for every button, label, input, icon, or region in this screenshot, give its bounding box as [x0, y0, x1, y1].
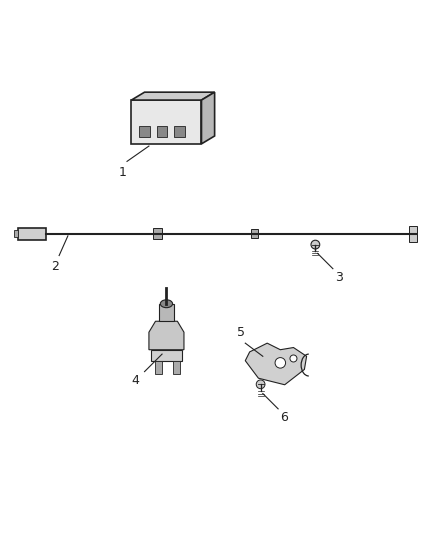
- Bar: [174, 126, 185, 138]
- Text: 3: 3: [335, 271, 343, 284]
- Bar: [151, 350, 182, 361]
- Polygon shape: [131, 100, 201, 144]
- Bar: [155, 361, 162, 374]
- Text: 2: 2: [51, 260, 59, 273]
- Bar: [18, 228, 46, 240]
- Circle shape: [311, 240, 320, 249]
- Bar: [159, 304, 174, 321]
- Polygon shape: [201, 92, 215, 144]
- Bar: [409, 226, 417, 241]
- Circle shape: [256, 380, 265, 389]
- Circle shape: [290, 355, 297, 362]
- Text: 6: 6: [280, 411, 288, 424]
- Bar: [251, 229, 258, 238]
- Text: 5: 5: [237, 326, 245, 339]
- Bar: [173, 361, 180, 374]
- Polygon shape: [149, 321, 184, 350]
- Bar: [157, 126, 167, 138]
- Text: 1: 1: [119, 166, 127, 179]
- Ellipse shape: [160, 300, 173, 308]
- Text: 4: 4: [132, 374, 140, 387]
- Circle shape: [275, 358, 286, 368]
- Polygon shape: [245, 343, 307, 385]
- Bar: [139, 126, 150, 138]
- Polygon shape: [131, 92, 215, 100]
- Bar: [153, 229, 162, 239]
- Bar: [14, 230, 18, 237]
